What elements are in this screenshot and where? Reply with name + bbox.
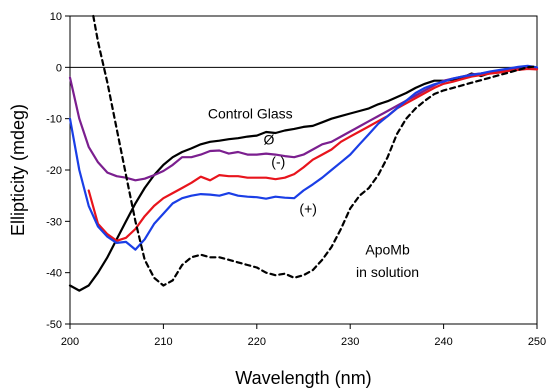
x-tick-label: 240 bbox=[434, 336, 452, 348]
y-tick-label: -40 bbox=[46, 268, 62, 280]
annotation-label: Ø bbox=[263, 131, 274, 147]
y-tick-label: 0 bbox=[56, 62, 62, 74]
y-axis-title: Ellipticity (mdeg) bbox=[8, 104, 28, 236]
plot-frame bbox=[69, 15, 538, 325]
series-group bbox=[68, 14, 539, 292]
y-tick-label: -10 bbox=[46, 114, 62, 126]
series-line-3 bbox=[68, 64, 539, 251]
y-tick-label: 10 bbox=[50, 11, 62, 23]
annotation-label: Control Glass bbox=[208, 106, 293, 122]
series-line-2 bbox=[87, 67, 539, 242]
y-tick-label: -50 bbox=[46, 319, 62, 331]
annotations-group: Control Glass Ø (-) (+) ApoMb in solution bbox=[208, 106, 419, 280]
annotation-label: ApoMb bbox=[365, 242, 410, 258]
x-tick-label: 210 bbox=[154, 336, 172, 348]
y-tick-label: -20 bbox=[46, 165, 62, 177]
x-tick-label: 230 bbox=[341, 336, 359, 348]
y-tick-label: -30 bbox=[46, 216, 62, 228]
annotation-label: in solution bbox=[356, 264, 419, 280]
series-line-1 bbox=[68, 67, 539, 182]
axes: 200 210 220 230 240 250 10 0 -10 -20 -30 -40 -50 bbox=[46, 11, 546, 348]
x-axis-title: Wavelength (nm) bbox=[235, 368, 371, 388]
x-tick-label: 200 bbox=[61, 336, 79, 348]
series-line-4 bbox=[92, 14, 539, 287]
x-tick-label: 250 bbox=[528, 336, 546, 348]
x-tick-label: 220 bbox=[248, 336, 266, 348]
annotation-label: (-) bbox=[271, 153, 285, 169]
annotation-label: (+) bbox=[299, 201, 317, 217]
